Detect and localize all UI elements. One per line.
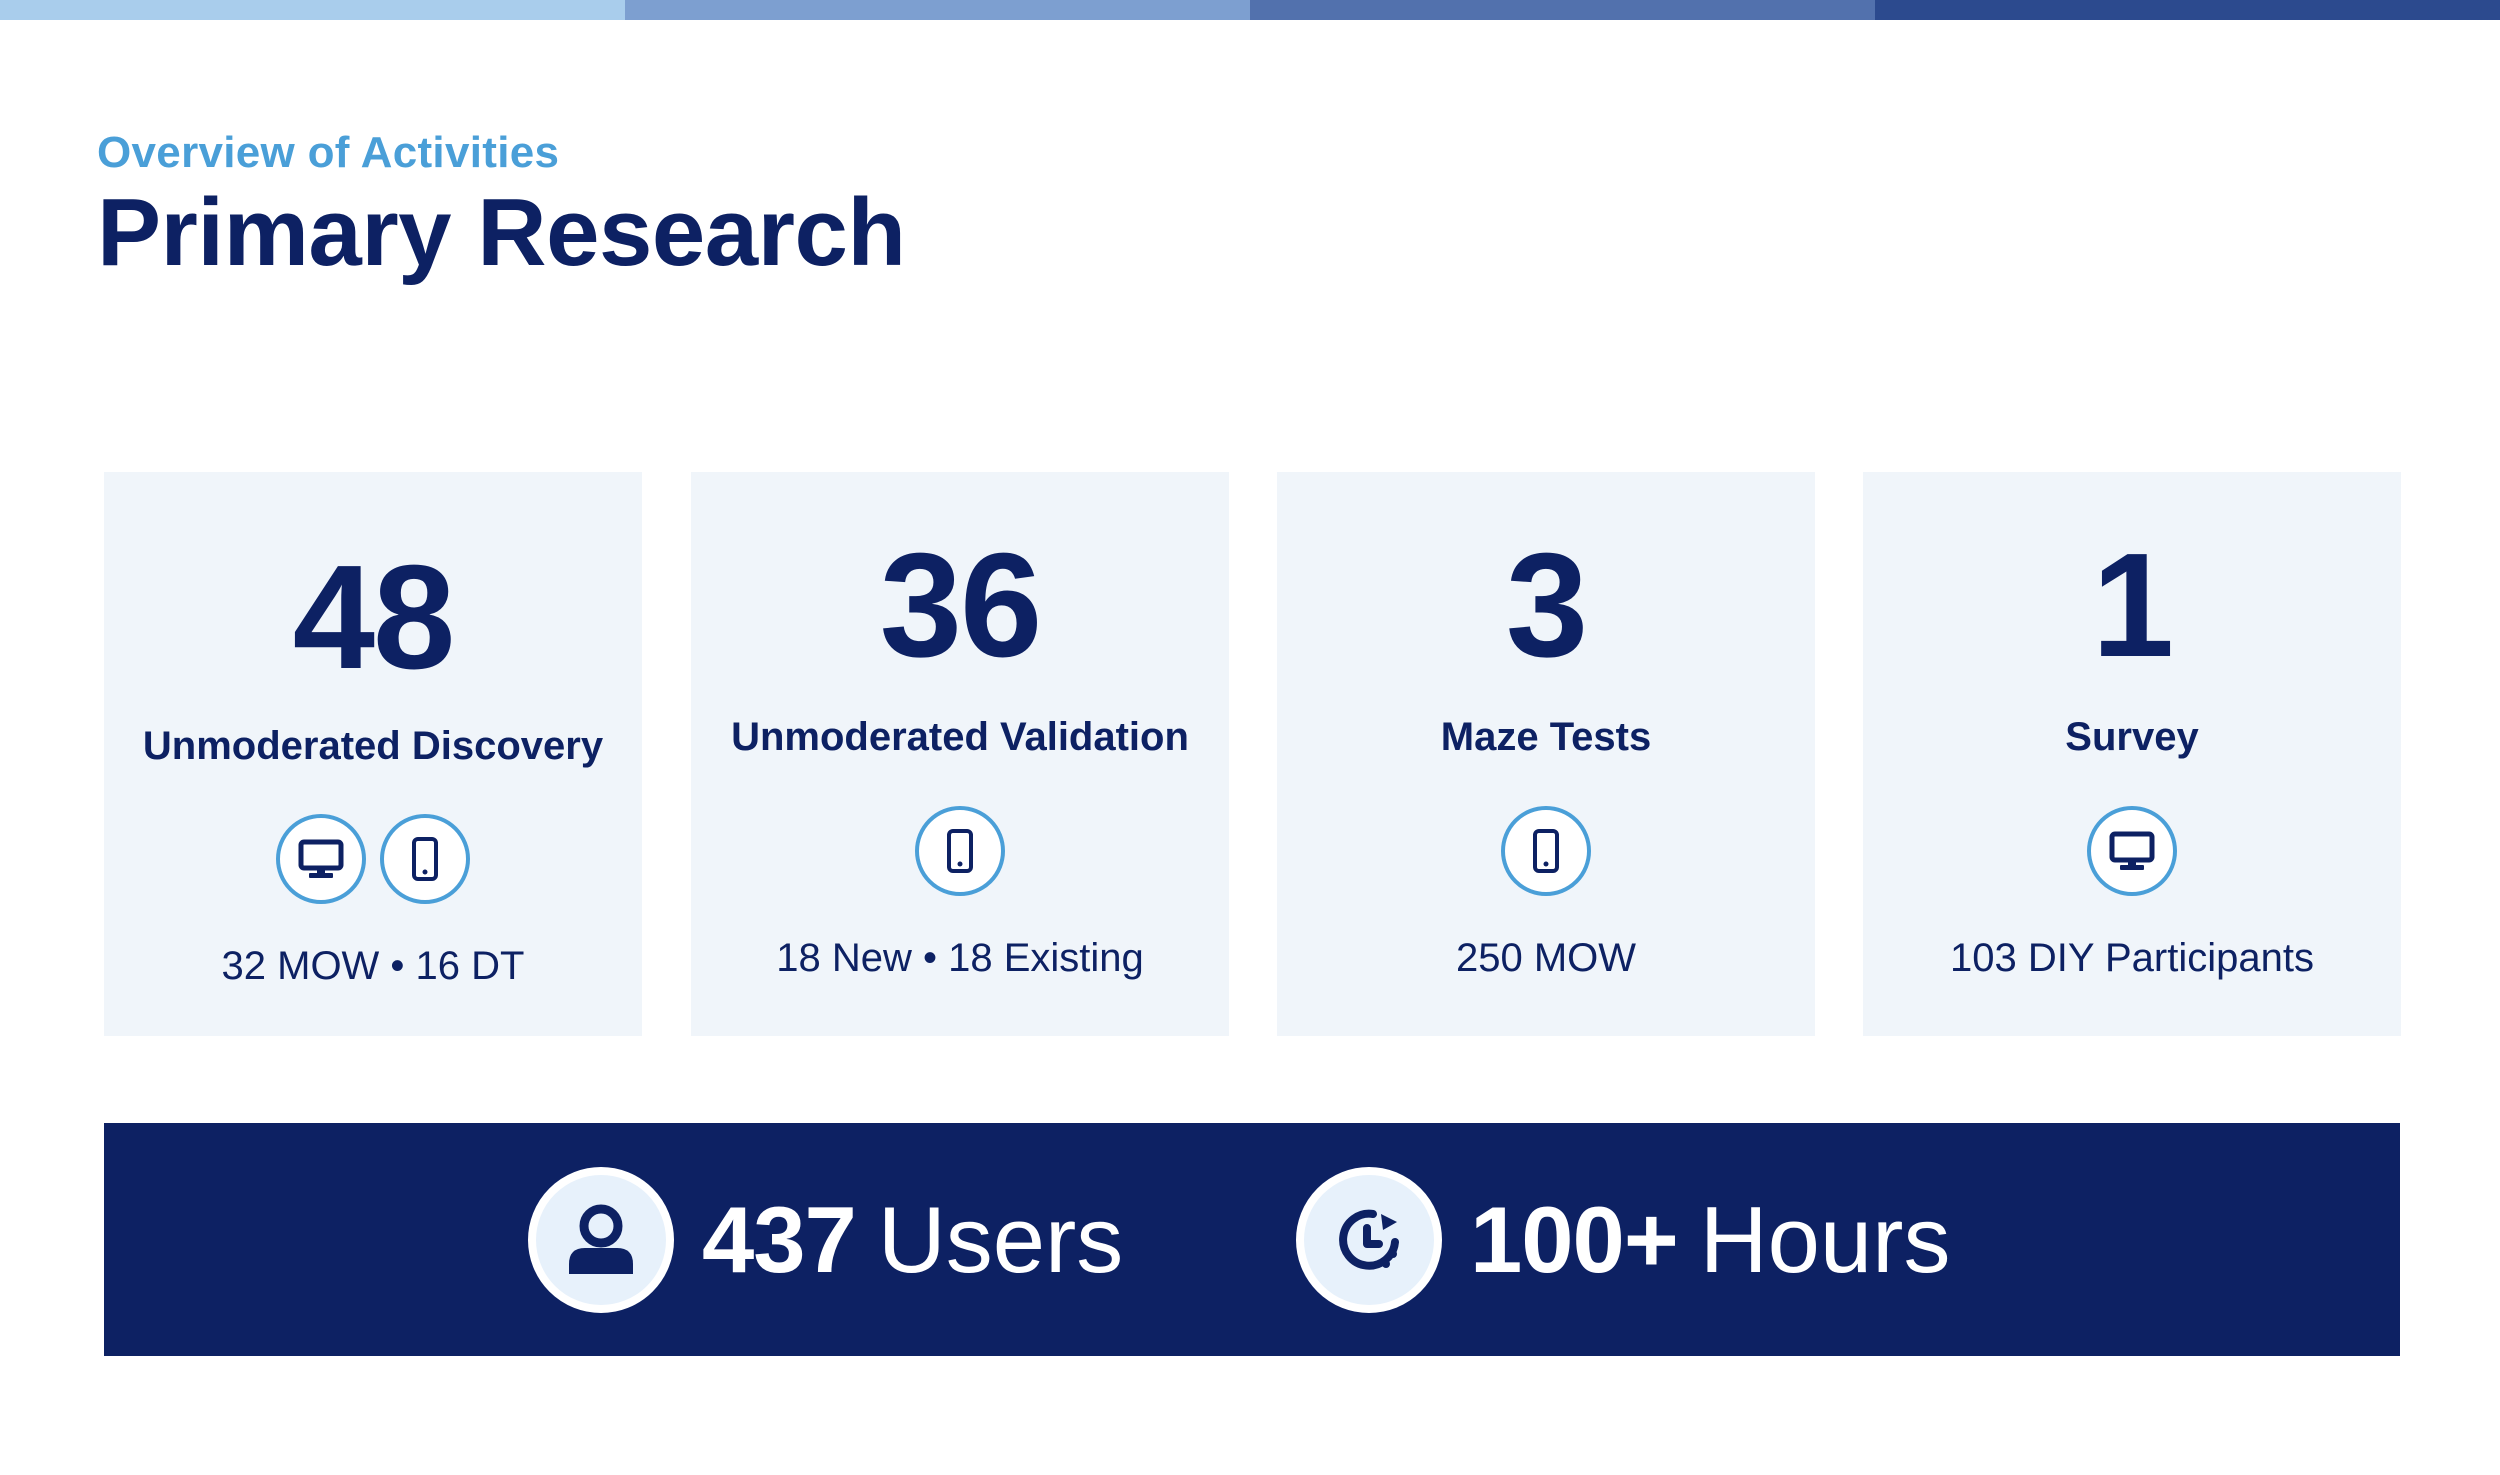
card-number: 48 [292,535,456,700]
clock-icon [1296,1167,1442,1313]
top-bar-segment [0,0,625,20]
stat-card-unmoderated-discovery: 48 Unmoderated Discovery 32 MOW • 16 DT [104,472,642,1036]
desktop-icon [276,814,366,904]
stat-card-maze-tests: 3 Maze Tests 250 MOW [1277,472,1815,1036]
stat-card-unmoderated-validation: 36 Unmoderated Validation 18 New • 18 Ex… [691,472,1229,1036]
card-number: 3 [1505,523,1588,688]
page-title: Primary Research [97,179,906,286]
hours-count: 100+ [1470,1187,1679,1292]
card-icons [1863,806,2401,896]
stat-card-survey: 1 Survey 103 DIY Participants [1863,472,2401,1036]
user-icon [528,1167,674,1313]
card-label: Unmoderated Validation [731,715,1189,759]
card-icons [104,814,642,904]
desktop-icon [2087,806,2177,896]
top-bar-segment [1875,0,2500,20]
card-detail: 103 DIY Participants [1950,936,2314,980]
top-accent-bar [0,0,2500,20]
card-detail: 32 MOW • 16 DT [221,944,525,988]
users-count: 437 [702,1187,857,1292]
card-label: Survey [2065,715,2199,759]
card-detail: 250 MOW [1455,936,1637,980]
card-number: 36 [879,523,1043,688]
card-icons [1277,806,1815,896]
section-eyebrow: Overview of Activities [97,128,560,177]
users-stat: 437 Users [528,1165,1123,1315]
top-bar-segment [625,0,1250,20]
card-icons [691,806,1229,896]
card-number: 1 [2091,523,2174,688]
card-label: Unmoderated Discovery [142,724,604,768]
top-bar-segment [1250,0,1875,20]
hours-stat: 100+ Hours [1296,1165,1950,1315]
hours-unit: Hours [1699,1187,1951,1292]
card-detail: 18 New • 18 Existing [776,936,1144,980]
mobile-icon [380,814,470,904]
card-label: Maze Tests [1440,715,1652,759]
mobile-icon [915,806,1005,896]
summary-banner: 437 Users 100+ Hours [104,1123,2400,1356]
mobile-icon [1501,806,1591,896]
users-unit: Users [877,1187,1124,1292]
